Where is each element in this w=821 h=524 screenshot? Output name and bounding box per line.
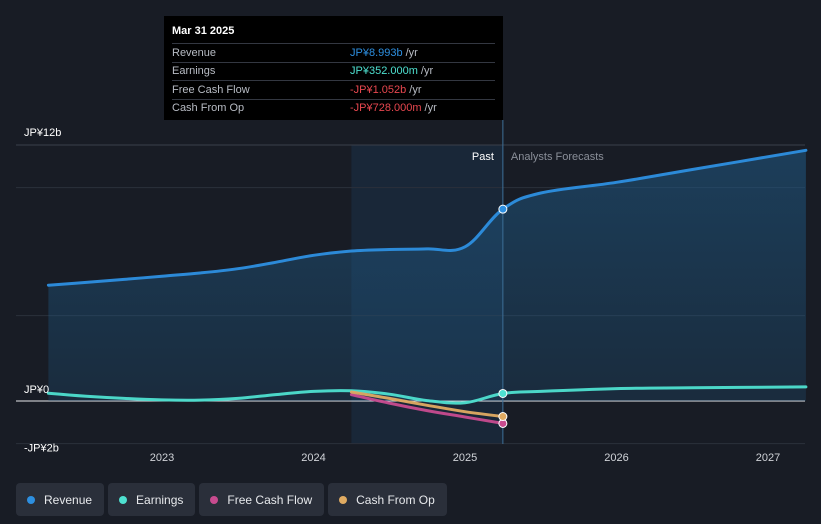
legend-label: Cash From Op — [356, 492, 435, 507]
tooltip-unit: /yr — [409, 83, 422, 96]
tooltip-date: Mar 31 2025 — [172, 25, 235, 37]
legend-dot-icon — [27, 495, 35, 504]
series-line-revenue — [46, 148, 808, 287]
legend-label: Free Cash Flow — [227, 492, 313, 507]
legend-item-revenue[interactable]: Revenue — [16, 483, 105, 516]
legend: Revenue Earnings Free Cash Flow Cash Fro… — [16, 483, 447, 516]
tooltip-value: JP¥8.993b — [350, 46, 403, 59]
tooltip-row-free-cash-flow: Free Cash Flow -JP¥1.052b /yr — [172, 80, 495, 99]
legend-item-cash-from-op[interactable]: Cash From Op — [328, 483, 447, 516]
y-tick-label: JP¥0 — [24, 384, 49, 396]
tooltip-label: Revenue — [172, 46, 217, 59]
x-tick-label: 2026 — [604, 452, 628, 464]
legend-item-earnings[interactable]: Earnings — [108, 483, 196, 516]
series-lines — [46, 148, 808, 425]
tooltip-unit: /yr — [424, 102, 437, 115]
tooltip-label: Free Cash Flow — [172, 83, 250, 96]
series-line-earnings — [46, 385, 808, 405]
tooltip-value: -JP¥728.000m — [350, 102, 422, 115]
revenue-area — [48, 150, 806, 401]
y-tick-label: -JP¥2b — [24, 443, 59, 455]
tooltip-row-revenue: Revenue JP¥8.993b /yr — [172, 43, 495, 62]
legend-dot-icon — [210, 495, 219, 504]
past-label: Past — [472, 151, 494, 163]
x-tick-label: 2027 — [756, 452, 780, 464]
marker-earnings — [498, 388, 508, 398]
tooltip-value: JP¥352.000m — [350, 65, 418, 78]
tooltip: Mar 31 2025 Revenue JP¥8.993b /yr Earnin… — [164, 16, 503, 120]
x-tick-label: 2025 — [453, 452, 477, 464]
legend-label: Revenue — [44, 492, 93, 507]
marker-revenue — [498, 204, 508, 214]
legend-dot-icon — [339, 495, 348, 504]
tooltip-label: Earnings — [172, 65, 216, 78]
tooltip-label: Cash From Op — [172, 102, 245, 115]
legend-dot-icon — [119, 495, 128, 504]
y-axis-labels: JP¥12b JP¥0 -JP¥2b — [24, 127, 61, 455]
legend-label: Earnings — [136, 492, 184, 507]
x-tick-label: 2023 — [150, 452, 174, 464]
legend-item-free-cash-flow[interactable]: Free Cash Flow — [199, 483, 325, 516]
tooltip-row-cash-from-op: Cash From Op -JP¥728.000m /yr — [172, 98, 495, 118]
x-axis-labels: 2023 2024 2025 2026 2027 — [150, 452, 780, 464]
forecast-label: Analysts Forecasts — [511, 151, 604, 163]
tooltip-value: -JP¥1.052b — [350, 83, 407, 96]
series-line-free-cash-flow — [349, 393, 505, 425]
x-tick-label: 2024 — [301, 452, 325, 464]
tooltip-row-earnings: Earnings JP¥352.000m /yr — [172, 61, 495, 81]
marker-cash-from-op — [498, 412, 508, 422]
series-line-cash-from-op — [349, 390, 505, 418]
y-tick-label: JP¥12b — [24, 127, 61, 139]
tooltip-unit: /yr — [420, 65, 434, 78]
tooltip-unit: /yr — [405, 46, 418, 59]
markers — [498, 204, 508, 428]
